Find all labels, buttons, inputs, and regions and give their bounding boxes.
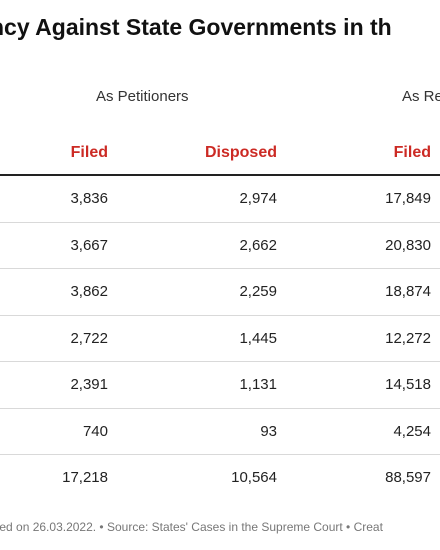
- cell-disposed-petitioners: 2,259: [239, 283, 277, 300]
- cell-filed-petitioners: 2,391: [70, 376, 108, 393]
- header-disposed-petitioners: Disposed: [204, 144, 277, 161]
- group-label-petitioners: As Petitioners: [96, 88, 189, 105]
- cell-filed-respondents: 4,254: [393, 422, 431, 440]
- cell-disposed-petitioners: 2,974: [239, 190, 277, 207]
- table-row: 2,391 1,131 14,518: [0, 362, 440, 409]
- cell-disposed-petitioners-total: 10,564: [231, 469, 277, 486]
- source-footer: pared on 26.03.2022. • Source: States' C…: [0, 520, 383, 534]
- table-row: 2,722 1,445 12,272: [0, 316, 440, 362]
- cell-disposed-petitioners: 1,445: [239, 329, 277, 347]
- cell-filed-petitioners: 3,836: [70, 190, 108, 207]
- table-body: 3,836 2,974 17,849 3,667 2,662 20,830 3,…: [0, 176, 440, 501]
- cell-disposed-petitioners: 93: [260, 422, 277, 440]
- table-row: 3,862 2,259 18,874: [0, 269, 440, 316]
- header-filed-respondents: Filed: [393, 144, 431, 161]
- cell-filed-respondents: 18,874: [385, 283, 431, 300]
- group-label-respondents: As Re: [402, 88, 440, 105]
- cell-filed-petitioners: 3,667: [70, 236, 108, 254]
- cell-filed-petitioners: 3,862: [70, 283, 108, 300]
- cell-filed-petitioners: 2,722: [70, 329, 108, 347]
- cell-disposed-petitioners: 1,131: [239, 376, 277, 393]
- table-row: 3,667 2,662 20,830: [0, 223, 440, 269]
- cell-filed-respondents: 17,849: [385, 190, 431, 207]
- cell-filed-petitioners-total: 17,218: [62, 469, 108, 486]
- table-row: 740 93 4,254: [0, 409, 440, 455]
- cell-filed-petitioners: 740: [82, 422, 108, 440]
- table-header: Filed Disposed Filed: [0, 132, 440, 176]
- cell-filed-respondents: 14,518: [385, 376, 431, 393]
- cell-filed-respondents-total: 88,597: [385, 469, 431, 486]
- cell-filed-respondents: 12,272: [385, 329, 431, 347]
- header-filed-petitioners: Filed: [70, 144, 108, 161]
- table-row: 3,836 2,974 17,849: [0, 176, 440, 223]
- table-row-total: 17,218 10,564 88,597: [0, 455, 440, 501]
- cell-filed-respondents: 20,830: [385, 236, 431, 254]
- page-title: ncy Against State Governments in th: [0, 14, 392, 40]
- cell-disposed-petitioners: 2,662: [239, 236, 277, 254]
